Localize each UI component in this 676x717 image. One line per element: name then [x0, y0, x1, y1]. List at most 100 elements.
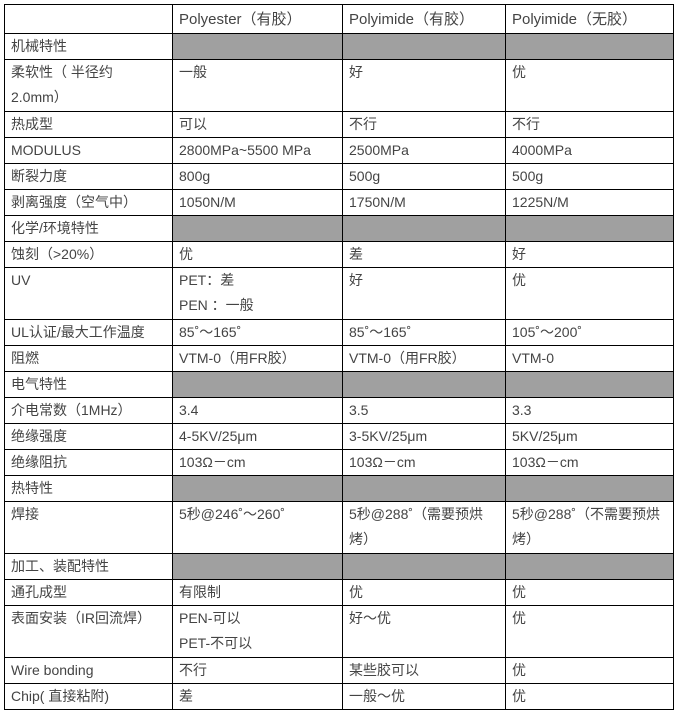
value-cell: 不行	[172, 657, 343, 684]
value-cell: 好～优	[342, 605, 506, 658]
value-cell: 差	[342, 241, 506, 268]
value-cell: 有限制	[172, 579, 343, 606]
value-cell: 500g	[505, 163, 674, 190]
section-row: 化学/环境特性	[4, 215, 674, 242]
value-cell: PET：差 PEN ：一般	[172, 267, 343, 320]
table-row: 通孔成型 有限制优优	[4, 579, 674, 606]
header-polyimide-adhesive: Polyimide（有胶）	[342, 4, 506, 34]
section-row: 加工、装配特性	[4, 553, 674, 580]
value-cell: 105˚～200˚	[505, 319, 674, 346]
value-cell: VTM-0	[505, 345, 674, 372]
section-label: 化学/环境特性	[4, 215, 173, 242]
section-label: 热特性	[4, 475, 173, 502]
section-fill-cell	[342, 215, 506, 242]
header-polyimide-adhesiveless: Polyimide（无胶）	[505, 4, 674, 34]
value-cell: 3-5KV/25μm	[342, 423, 506, 450]
section-fill-cell	[172, 475, 343, 502]
property-label: 剥离强度（空气中）	[4, 189, 173, 216]
section-fill-cell	[505, 371, 674, 398]
header-polyester-adhesive: Polyester（有胶）	[172, 4, 343, 34]
section-fill-cell	[505, 215, 674, 242]
property-label: UL认证/最大工作温度	[4, 319, 173, 346]
section-row: 机械特性	[4, 33, 674, 60]
table-row: 焊接 5秒@246˚～260˚ 5秒@288˚（需要预烘 烤） 5秒@288˚（不需要…	[4, 501, 674, 554]
value-cell: 优	[505, 267, 674, 320]
property-label: 绝缘强度	[4, 423, 173, 450]
value-cell: 1750N/M	[342, 189, 506, 216]
value-cell: 800g	[172, 163, 343, 190]
value-cell: 4-5KV/25μm	[172, 423, 343, 450]
section-fill-cell	[172, 371, 343, 398]
comparison-table: Polyester（有胶） Polyimide（有胶） Polyimide（无胶…	[4, 4, 674, 710]
property-label: 热成型	[4, 111, 173, 138]
value-cell: 85˚～165˚	[172, 319, 343, 346]
table-row: 绝缘阻抗 103Ω－cm 103Ω－cm 103Ω－cm	[4, 449, 674, 476]
table-row: 断裂力度 800g 500g 500g	[4, 163, 674, 190]
value-cell: 3.4	[172, 397, 343, 424]
value-cell: 103Ω－cm	[342, 449, 506, 476]
value-cell: 85˚～165˚	[342, 319, 506, 346]
table-row: 蚀刻（>20%）优差好	[4, 241, 674, 268]
value-cell: 优	[342, 579, 506, 606]
value-cell: 好	[505, 241, 674, 268]
table-row: 热成型 可以 不行 不行	[4, 111, 674, 138]
table-row: 剥离强度（空气中） 1050N/M 1750N/M 1225N/M	[4, 189, 674, 216]
value-cell: 优	[505, 683, 674, 710]
property-label: 焊接	[4, 501, 173, 554]
value-cell: 1050N/M	[172, 189, 343, 216]
section-fill-cell	[172, 33, 343, 60]
section-fill-cell	[505, 475, 674, 502]
value-cell: 好	[342, 59, 506, 112]
table-row: 阻燃 VTM-0（用FR胶） VTM-0（用FR胶） VTM-0	[4, 345, 674, 372]
table-row: MODULUS 2800MPa~5500 MPa 2500MPa 4000MPa	[4, 137, 674, 164]
property-label: Wire bonding	[4, 657, 173, 684]
section-fill-cell	[342, 475, 506, 502]
property-label: 绝缘阻抗	[4, 449, 173, 476]
value-cell: 优	[505, 579, 674, 606]
table-row: 绝缘强度 4-5KV/25μm 3-5KV/25μm 5KV/25μm	[4, 423, 674, 450]
table-row: 表面安装（IR回流焊） PEN-可以 PET-不可以 好～优优	[4, 605, 674, 658]
section-fill-cell	[505, 553, 674, 580]
header-row: Polyester（有胶） Polyimide（有胶） Polyimide（无胶…	[4, 4, 674, 34]
section-row: 热特性	[4, 475, 674, 502]
property-label: 通孔成型	[4, 579, 173, 606]
property-label: 蚀刻（>20%）	[4, 241, 173, 268]
value-cell: 3.3	[505, 397, 674, 424]
value-cell: 好	[342, 267, 506, 320]
property-label: Chip( 直接粘附)	[4, 683, 173, 710]
property-label: UV	[4, 267, 173, 320]
value-cell: PEN-可以 PET-不可以	[172, 605, 343, 658]
value-cell: 5秒@246˚～260˚	[172, 501, 343, 554]
value-cell: 优	[505, 605, 674, 658]
value-cell: 500g	[342, 163, 506, 190]
value-cell: 1225N/M	[505, 189, 674, 216]
property-label: MODULUS	[4, 137, 173, 164]
value-cell: 可以	[172, 111, 343, 138]
value-cell: 某些胶可以	[342, 657, 506, 684]
value-cell: 一般	[172, 59, 343, 112]
value-cell: 差	[172, 683, 343, 710]
value-cell: 不行	[342, 111, 506, 138]
table-row: UL认证/最大工作温度 85˚～165˚ 85˚～165˚ 105˚～200˚	[4, 319, 674, 346]
property-label: 阻燃	[4, 345, 173, 372]
value-cell: 103Ω－cm	[505, 449, 674, 476]
section-fill-cell	[342, 553, 506, 580]
value-cell: 2500MPa	[342, 137, 506, 164]
header-cell-empty	[4, 4, 173, 34]
property-label: 断裂力度	[4, 163, 173, 190]
value-cell: 5秒@288˚（不需要预烘 烤）	[505, 501, 674, 554]
table-row: UV PET：差 PEN ：一般好优	[4, 267, 674, 320]
value-cell: 5秒@288˚（需要预烘 烤）	[342, 501, 506, 554]
value-cell: 一般～优	[342, 683, 506, 710]
value-cell: VTM-0（用FR胶）	[342, 345, 506, 372]
value-cell: 优	[172, 241, 343, 268]
value-cell: 不行	[505, 111, 674, 138]
section-fill-cell	[342, 371, 506, 398]
table-row: Wire bonding 不行 某些胶可以优	[4, 657, 674, 684]
section-fill-cell	[505, 33, 674, 60]
table-row: Chip( 直接粘附) 差一般～优优	[4, 683, 674, 710]
section-fill-cell	[342, 33, 506, 60]
value-cell: 优	[505, 657, 674, 684]
value-cell: 5KV/25μm	[505, 423, 674, 450]
value-cell: VTM-0（用FR胶）	[172, 345, 343, 372]
